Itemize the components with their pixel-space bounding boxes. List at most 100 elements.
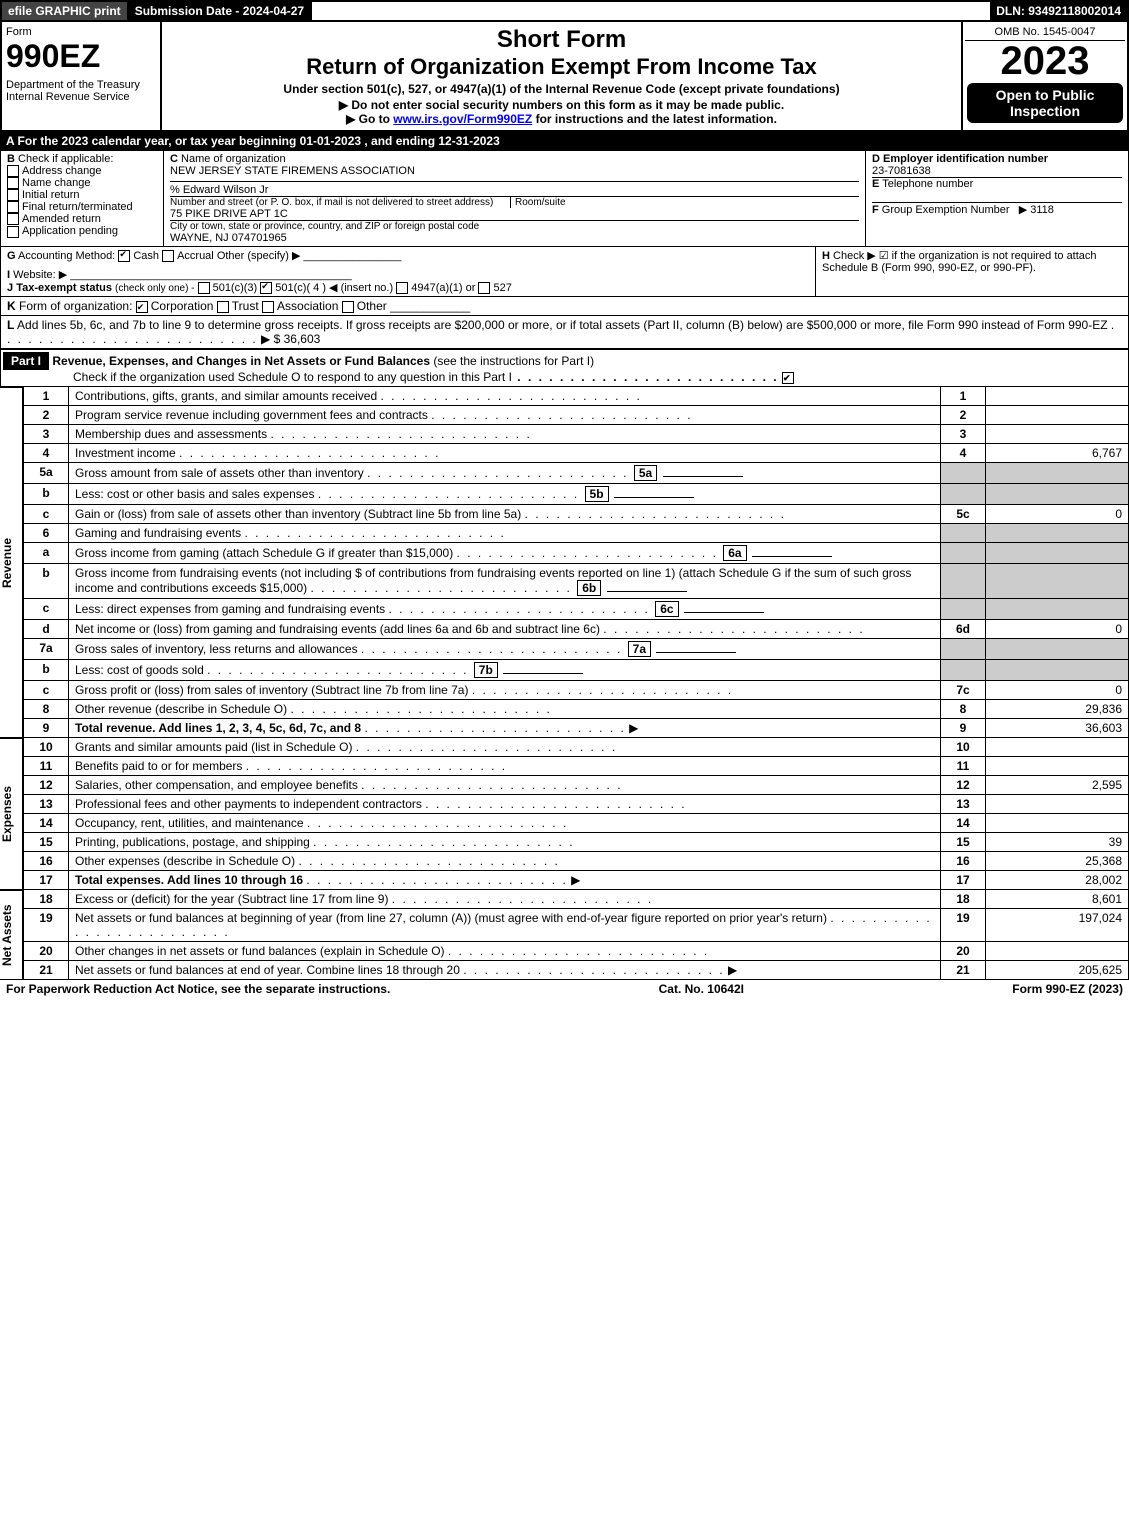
section-bcdef: B Check if applicable: Address changeNam…: [0, 150, 1129, 247]
value-11: [985, 757, 1128, 775]
checkbox[interactable]: [7, 177, 19, 189]
value-21: 205,625: [985, 961, 1128, 979]
checkbox[interactable]: [7, 213, 19, 225]
short-form-title: Short Form: [166, 26, 957, 54]
value-19: 197,024: [985, 909, 1128, 941]
line-b: bLess: cost of goods sold 7b: [23, 660, 1129, 681]
value-7a: [985, 639, 1128, 659]
501c-checkbox[interactable]: [260, 282, 272, 294]
section-ghi: G Accounting Method: Cash Accrual Other …: [0, 247, 1129, 297]
line-a: aGross income from gaming (attach Schedu…: [23, 543, 1129, 564]
value-15: 39: [985, 833, 1128, 851]
value-9: 36,603: [985, 719, 1128, 737]
netassets-section: Net Assets 18Excess or (deficit) for the…: [0, 890, 1129, 980]
value-b: [985, 564, 1128, 598]
line-c: cGross profit or (loss) from sales of in…: [23, 681, 1129, 700]
irs-link[interactable]: www.irs.gov/Form990EZ: [393, 112, 532, 126]
row-a: A For the 2023 calendar year, or tax yea…: [0, 132, 1129, 150]
corp-checkbox[interactable]: [136, 301, 148, 313]
subtitle-2: ▶ Do not enter social security numbers o…: [166, 98, 957, 112]
return-title: Return of Organization Exempt From Incom…: [166, 54, 957, 80]
line-18: 18Excess or (deficit) for the year (Subt…: [23, 890, 1129, 909]
value-3: [985, 425, 1128, 443]
line-19: 19Net assets or fund balances at beginni…: [23, 909, 1129, 942]
value-10: [985, 738, 1128, 756]
value-2: [985, 406, 1128, 424]
value-c: 0: [985, 505, 1128, 523]
dept: Department of the TreasuryInternal Reven…: [6, 79, 156, 103]
checkbox[interactable]: [7, 189, 19, 201]
checkbox[interactable]: [7, 226, 19, 238]
form-ref: Form 990-EZ (2023): [1012, 982, 1123, 996]
value-12: 2,595: [985, 776, 1128, 794]
cat-no: Cat. No. 10642I: [659, 982, 744, 996]
line-2: 2Program service revenue including gover…: [23, 406, 1129, 425]
line-16: 16Other expenses (describe in Schedule O…: [23, 852, 1129, 871]
line-3: 3Membership dues and assessments 3: [23, 425, 1129, 444]
col-b: B Check if applicable: Address changeNam…: [1, 151, 164, 246]
submission-date: Submission Date - 2024-04-27: [129, 2, 312, 20]
527-checkbox[interactable]: [478, 282, 490, 294]
line-c: cGain or (loss) from sale of assets othe…: [23, 505, 1129, 524]
tax-year: 2023: [965, 41, 1125, 81]
line-8: 8Other revenue (describe in Schedule O) …: [23, 700, 1129, 719]
501c3-checkbox[interactable]: [198, 282, 210, 294]
gross-receipts: ▶ $ 36,603: [261, 332, 320, 346]
expenses-label: Expenses: [0, 738, 23, 890]
paperwork-notice: For Paperwork Reduction Act Notice, see …: [6, 982, 390, 996]
value-1: [985, 387, 1128, 405]
checkbox[interactable]: [7, 201, 19, 213]
line-b: bLess: cost or other basis and sales exp…: [23, 484, 1129, 505]
value-6: [985, 524, 1128, 542]
line-11: 11Benefits paid to or for members 11: [23, 757, 1129, 776]
line-14: 14Occupancy, rent, utilities, and mainte…: [23, 814, 1129, 833]
value-14: [985, 814, 1128, 832]
checkbox[interactable]: [7, 165, 19, 177]
header-left: Form 990EZ Department of the TreasuryInt…: [2, 22, 162, 130]
value-16: 25,368: [985, 852, 1128, 870]
efile-label[interactable]: efile GRAPHIC print: [2, 2, 129, 20]
street-address: 75 PIKE DRIVE APT 1C: [170, 208, 859, 220]
line-12: 12Salaries, other compensation, and empl…: [23, 776, 1129, 795]
header-right: OMB No. 1545-0047 2023 Open to Public In…: [961, 22, 1127, 130]
4947-checkbox[interactable]: [396, 282, 408, 294]
line-15: 15Printing, publications, postage, and s…: [23, 833, 1129, 852]
line-10: 10Grants and similar amounts paid (list …: [23, 738, 1129, 757]
cash-checkbox[interactable]: [118, 250, 130, 262]
line-b: bGross income from fundraising events (n…: [23, 564, 1129, 599]
revenue-section: Revenue 1Contributions, gifts, grants, a…: [0, 387, 1129, 738]
value-d: 0: [985, 620, 1128, 638]
assoc-checkbox[interactable]: [262, 301, 274, 313]
col-def: D Employer identification number 23-7081…: [866, 151, 1128, 246]
schedule-o-checkbox[interactable]: [782, 372, 794, 384]
footer: For Paperwork Reduction Act Notice, see …: [0, 980, 1129, 998]
other-checkbox[interactable]: [342, 301, 354, 313]
expenses-section: Expenses 10Grants and similar amounts pa…: [0, 738, 1129, 890]
value-17: 28,002: [985, 871, 1128, 889]
line-20: 20Other changes in net assets or fund ba…: [23, 942, 1129, 961]
part1-header: Part I Revenue, Expenses, and Changes in…: [0, 349, 1129, 387]
header-mid: Short Form Return of Organization Exempt…: [162, 22, 961, 130]
group-exemption: ▶ 3118: [1019, 204, 1054, 216]
accrual-checkbox[interactable]: [162, 250, 174, 262]
line-7a: 7aGross sales of inventory, less returns…: [23, 639, 1129, 660]
col-c: C Name of organizationNEW JERSEY STATE F…: [164, 151, 866, 246]
line-17: 17Total expenses. Add lines 10 through 1…: [23, 871, 1129, 890]
value-b: [985, 660, 1128, 680]
netassets-label: Net Assets: [0, 890, 23, 980]
form-label: Form: [6, 26, 156, 38]
line-9: 9Total revenue. Add lines 1, 2, 3, 4, 5c…: [23, 719, 1129, 738]
value-4: 6,767: [985, 444, 1128, 462]
line-4: 4Investment income 46,767: [23, 444, 1129, 463]
value-a: [985, 543, 1128, 563]
value-c: 0: [985, 681, 1128, 699]
subtitle-1: Under section 501(c), 527, or 4947(a)(1)…: [166, 82, 957, 96]
value-8: 29,836: [985, 700, 1128, 718]
trust-checkbox[interactable]: [217, 301, 229, 313]
line-d: dNet income or (loss) from gaming and fu…: [23, 620, 1129, 639]
line-21: 21Net assets or fund balances at end of …: [23, 961, 1129, 980]
line-1: 1Contributions, gifts, grants, and simil…: [23, 387, 1129, 406]
city-state-zip: WAYNE, NJ 074701965: [170, 232, 859, 244]
care-of: % Edward Wilson Jr: [170, 181, 859, 196]
org-name: NEW JERSEY STATE FIREMENS ASSOCIATION: [170, 165, 415, 177]
